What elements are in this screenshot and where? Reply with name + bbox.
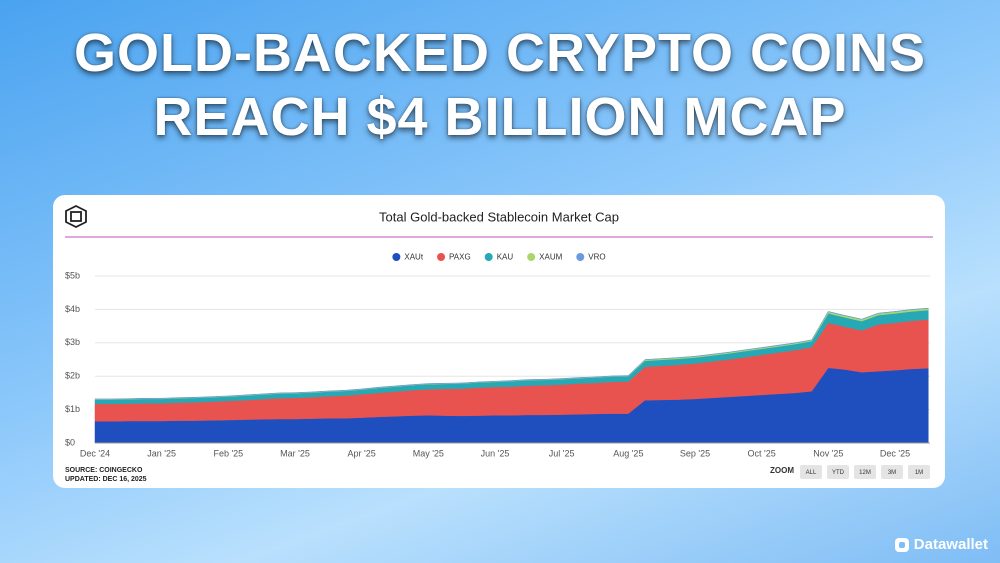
logo-icon xyxy=(65,204,87,229)
legend-item: KAU xyxy=(484,253,514,262)
source: SOURCE: COINGECKO xyxy=(65,467,143,474)
legend-label: XAUM xyxy=(539,253,562,262)
legend-item: XAUM xyxy=(527,253,563,262)
area xyxy=(94,307,929,400)
chart-card: Total Gold-backed Stablecoin Market Cap … xyxy=(53,195,945,488)
zoom-button[interactable]: 12M xyxy=(854,465,876,479)
legend-swatch xyxy=(527,253,536,261)
x-tick-label: Nov '25 xyxy=(813,448,843,458)
zoom-label: ZOOM xyxy=(770,466,794,475)
headline: REACH $4 BILLION MCAP xyxy=(153,87,847,147)
x-tick-label: Dec '25 xyxy=(880,448,910,458)
y-tick-label: $4b xyxy=(65,304,80,314)
zoom-button-label: YTD xyxy=(832,470,845,476)
zoom-button-label: 3M xyxy=(888,470,896,476)
y-tick-label: $2b xyxy=(65,371,80,381)
x-tick-label: Mar '25 xyxy=(280,448,310,458)
chart-title: Total Gold-backed Stablecoin Market Cap xyxy=(379,209,619,224)
headline: GOLD-BACKED CRYPTO COINS xyxy=(73,23,927,83)
legend-swatch xyxy=(392,253,401,261)
zoom-button-bg xyxy=(881,465,903,479)
x-tick-label: Apr '25 xyxy=(348,448,376,458)
x-tick-label: Aug '25 xyxy=(613,448,643,458)
legend-item: PAXG xyxy=(437,253,471,262)
legend-swatch xyxy=(484,253,493,261)
y-tick-label: $0 xyxy=(65,437,75,447)
chart: Total Gold-backed Stablecoin Market Cap … xyxy=(65,204,933,483)
legend: XAUt PAXG KAU XAUM VRO xyxy=(392,253,606,262)
x-tick-label: Feb '25 xyxy=(213,448,243,458)
zoom-button-label: 12M xyxy=(859,470,871,476)
brand-name: Datawallet xyxy=(913,536,988,553)
legend-swatch xyxy=(576,253,585,261)
zoom-button-bg xyxy=(800,465,822,479)
y-tick-label: $5b xyxy=(65,270,80,280)
legend-label: KAU xyxy=(497,253,514,262)
x-tick-label: Jan '25 xyxy=(147,448,176,458)
legend-label: XAUt xyxy=(404,253,423,262)
legend-item: VRO xyxy=(576,253,606,262)
x-tick-label: Sep '25 xyxy=(680,448,710,458)
legend-label: PAXG xyxy=(449,253,471,262)
legend-label: VRO xyxy=(588,253,605,262)
legend-swatch xyxy=(437,253,446,261)
brand-icon xyxy=(894,537,909,552)
x-tick-label: May '25 xyxy=(413,448,444,458)
zoom-button-bg xyxy=(827,465,849,479)
zoom-button-bg xyxy=(854,465,876,479)
zoom-button-bg xyxy=(908,465,930,479)
x-tick-label: Oct '25 xyxy=(748,448,776,458)
zoom-button-label: 1M xyxy=(915,470,923,476)
legend-item: XAUt xyxy=(392,253,424,262)
y-tick-label: $3b xyxy=(65,337,80,347)
x-tick-label: Jun '25 xyxy=(481,448,510,458)
zoom-button[interactable]: 1M xyxy=(908,465,930,479)
y-tick-label: $1b xyxy=(65,404,80,414)
brand: Datawallet xyxy=(894,536,988,553)
zoom-button[interactable]: ALL xyxy=(800,465,822,479)
zoom-button-label: ALL xyxy=(806,470,817,476)
x-tick-label: Jul '25 xyxy=(549,448,575,458)
zoom-button[interactable]: YTD xyxy=(827,465,849,479)
zoom-button[interactable]: 3M xyxy=(881,465,903,479)
updated: UPDATED: DEC 16, 2025 xyxy=(65,476,147,483)
x-tick-label: Dec '24 xyxy=(80,448,110,458)
